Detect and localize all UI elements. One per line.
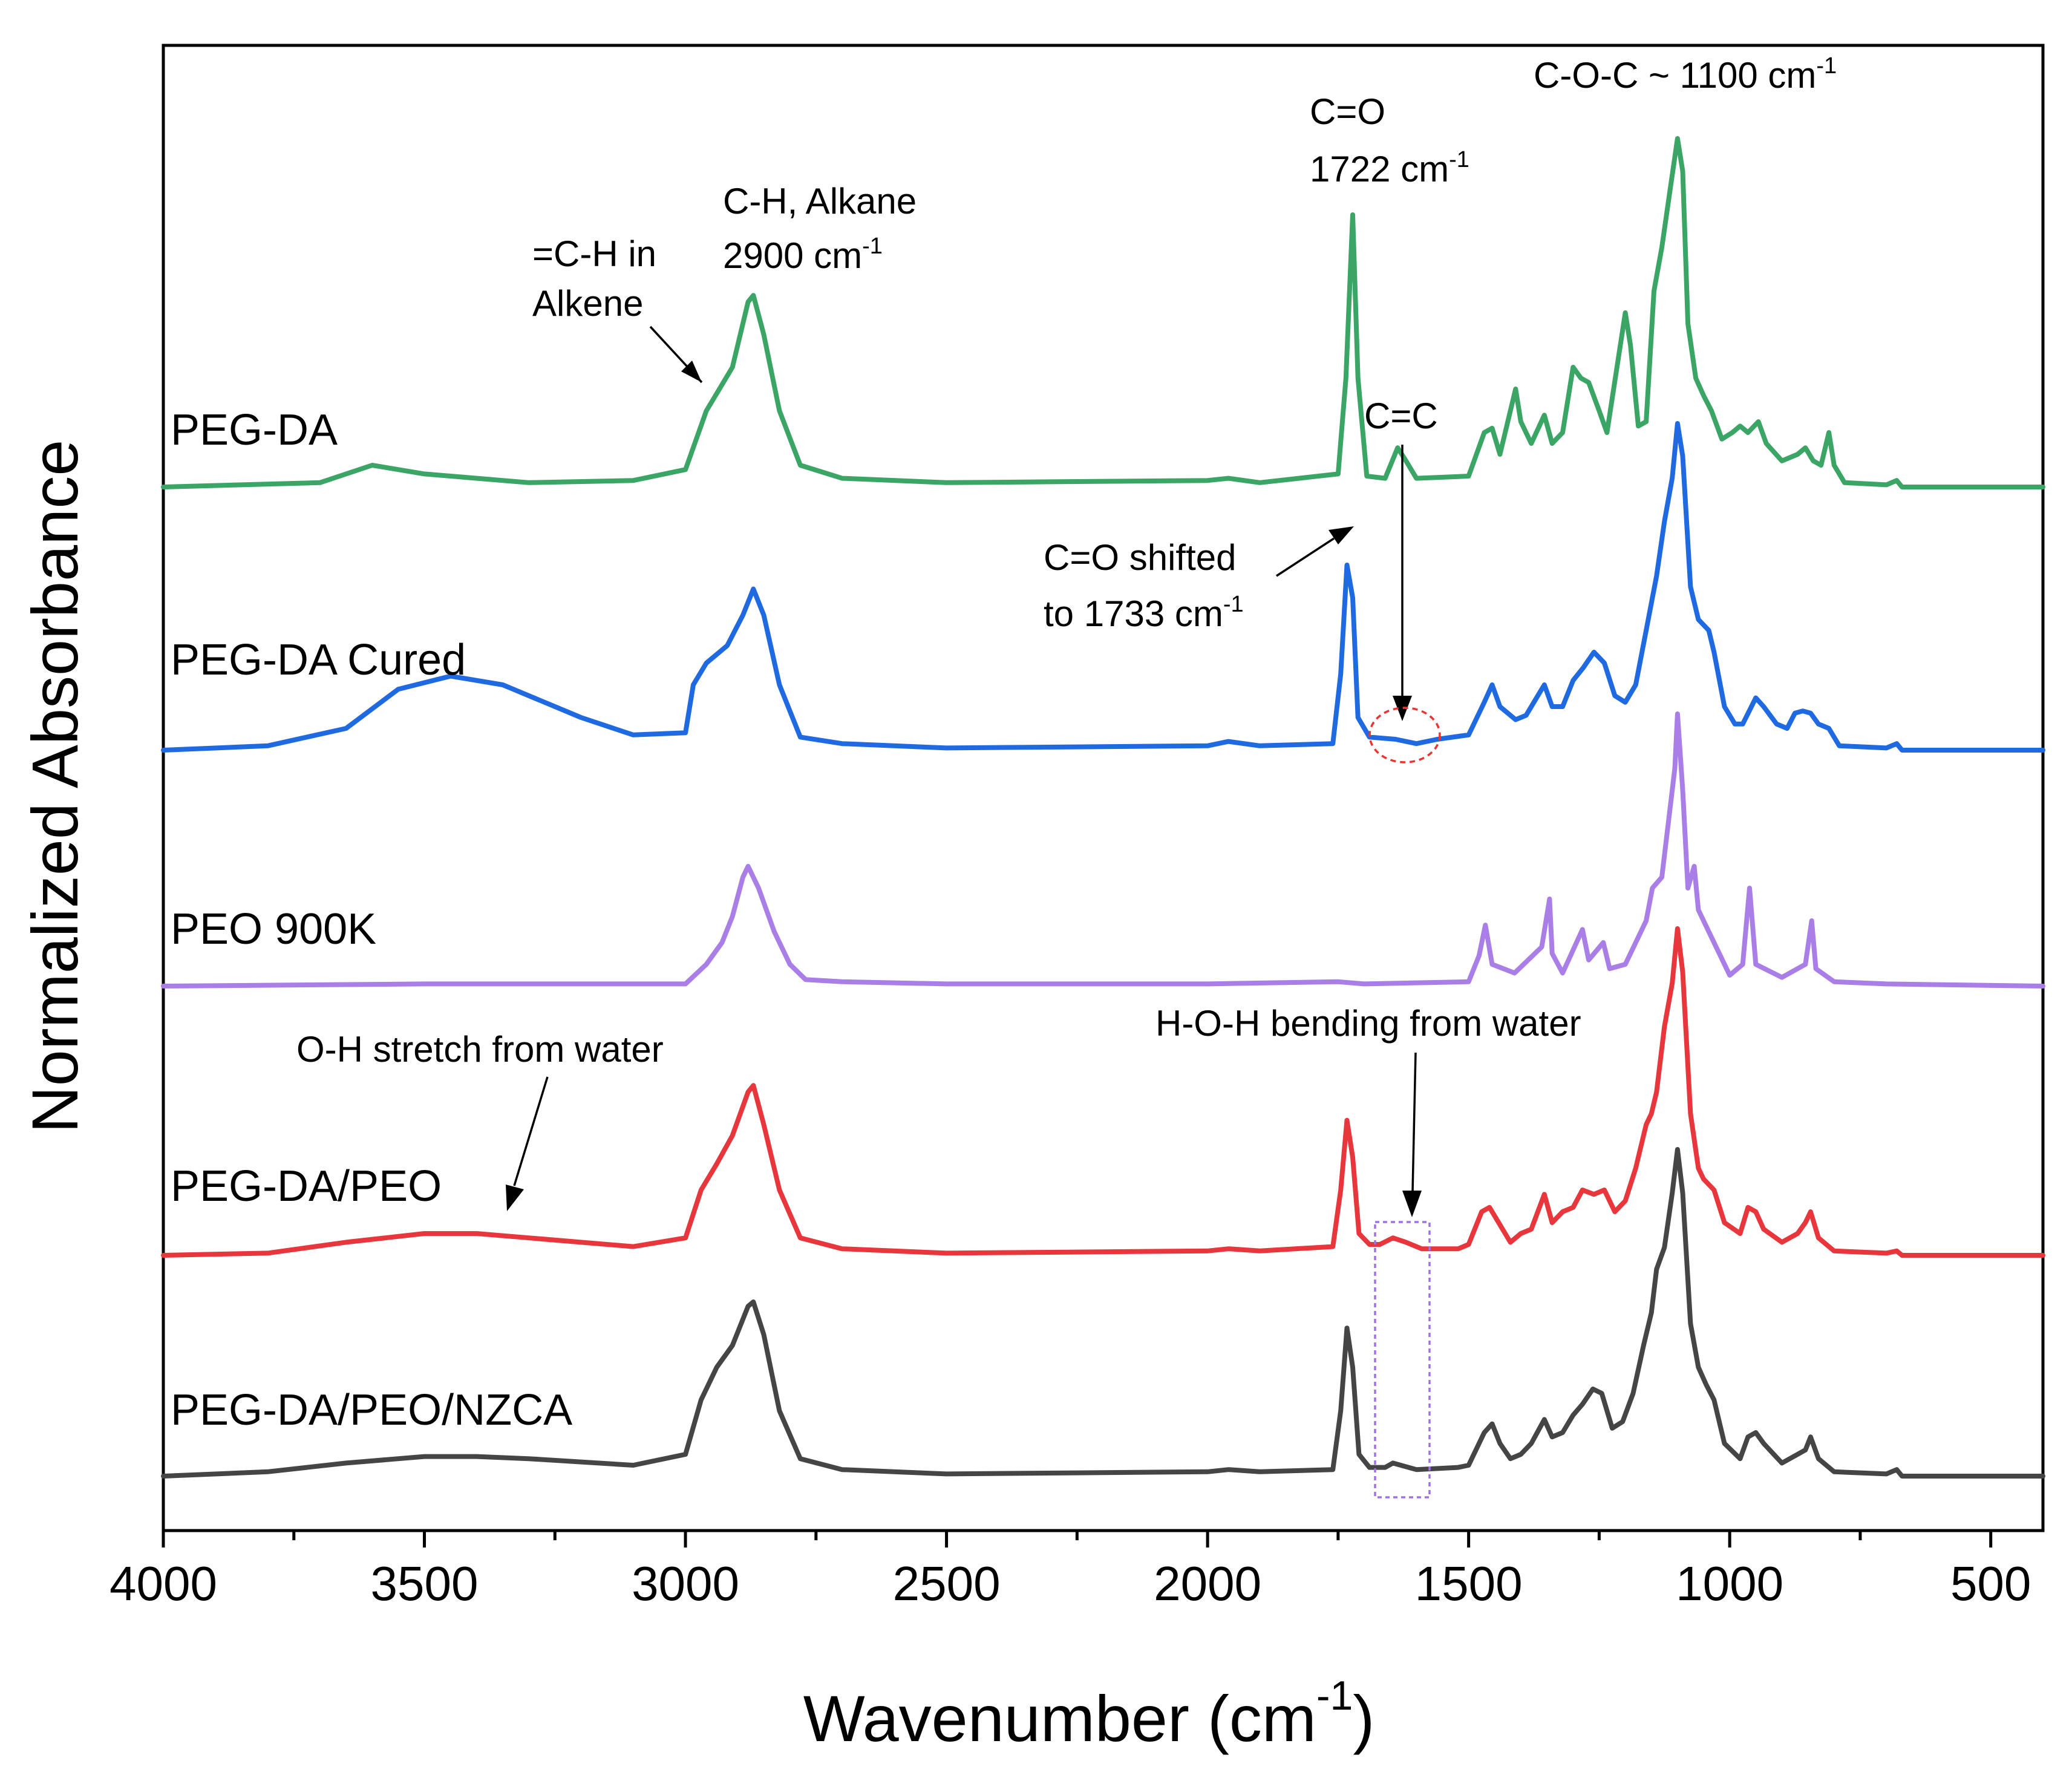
- arrowhead-co-shift: [1328, 526, 1354, 544]
- arrow-hoh-bend: [1411, 1052, 1417, 1192]
- annotation-coc: C-O-C ~ 1100 cm-1: [1534, 53, 1837, 96]
- annotation-ch-alkane-line2: 2900 cm-1: [723, 234, 883, 276]
- annotation-oh-stretch: O-H stretch from water: [296, 1029, 664, 1070]
- arrow-co-shift: [1276, 537, 1335, 577]
- spectrum-peg-da-peo-nzca: [161, 1147, 2045, 1479]
- highlight-box-hoh: [1374, 1221, 1431, 1499]
- series-label-peg-da-cured: PEG-DA Cured: [171, 636, 466, 684]
- spectrum-peo-900k: [161, 711, 2045, 989]
- spectrum-peg-da-cured: [161, 421, 2045, 753]
- x-tick-label-2500: 2500: [893, 1557, 1001, 1610]
- arrowhead-oh-stretch: [506, 1185, 524, 1211]
- annotation-co-shift-line2: to 1733 cm-1: [1044, 592, 1244, 634]
- x-tick-label-3500: 3500: [371, 1557, 479, 1610]
- spectrum-peg-da: [161, 136, 2045, 489]
- annotation-co-line1: C=O: [1310, 91, 1385, 132]
- x-tick-label-3000: 3000: [632, 1557, 739, 1610]
- series-label-peg-da: PEG-DA: [171, 406, 338, 454]
- x-axis-title: Wavenumber (cm-1): [803, 1673, 1375, 1755]
- annotations: C-O-C ~ 1100 cm-1 C=O 1722 cm-1 C-H, Alk…: [296, 53, 1837, 1499]
- x-tick-label-1000: 1000: [1676, 1557, 1783, 1610]
- spectra-group: [161, 136, 2045, 1479]
- plot-frame: [162, 44, 2045, 1532]
- series-label-peg-da-peo: PEG-DA/PEO: [171, 1162, 442, 1211]
- arrowhead-alkene: [681, 361, 702, 382]
- y-axis-title: Normalized Absorbance: [18, 440, 91, 1134]
- arrowhead-hoh-bend: [1402, 1191, 1422, 1217]
- highlight-circle-cc: [1368, 707, 1441, 763]
- x-tick-label-1500: 1500: [1415, 1557, 1523, 1610]
- arrow-oh-stretch: [513, 1076, 549, 1186]
- x-tick-label-500: 500: [1950, 1557, 2031, 1610]
- annotation-cc: C=C: [1364, 396, 1438, 436]
- annotation-co-shift-line1: C=O shifted: [1044, 537, 1237, 578]
- annotation-ch-alkane-line1: C-H, Alkane: [723, 181, 917, 221]
- annotation-co-line2: 1722 cm-1: [1310, 147, 1469, 189]
- annotation-ch-alkene-line2: Alkene: [532, 283, 643, 324]
- x-tick-label-4000: 4000: [109, 1557, 217, 1610]
- x-axis-ticks: 4000 3500 3000 2500 2000 1500 1000 500: [109, 1531, 2031, 1610]
- spectrum-peg-da-peo: [161, 926, 2045, 1258]
- series-labels: PEG-DA PEG-DA Cured PEO 900K PEG-DA/PEO PEG-…: [171, 406, 572, 1434]
- series-label-peg-da-peo-nzca: PEG-DA/PEO/NZCA: [171, 1386, 572, 1434]
- arrowhead-cc: [1393, 696, 1412, 721]
- annotation-ch-alkene-line1: =C-H in: [532, 234, 656, 274]
- annotation-hoh-bend: H-O-H bending from water: [1155, 1003, 1581, 1044]
- x-tick-label-2000: 2000: [1154, 1557, 1261, 1610]
- series-label-peo-900k: PEO 900K: [171, 905, 376, 953]
